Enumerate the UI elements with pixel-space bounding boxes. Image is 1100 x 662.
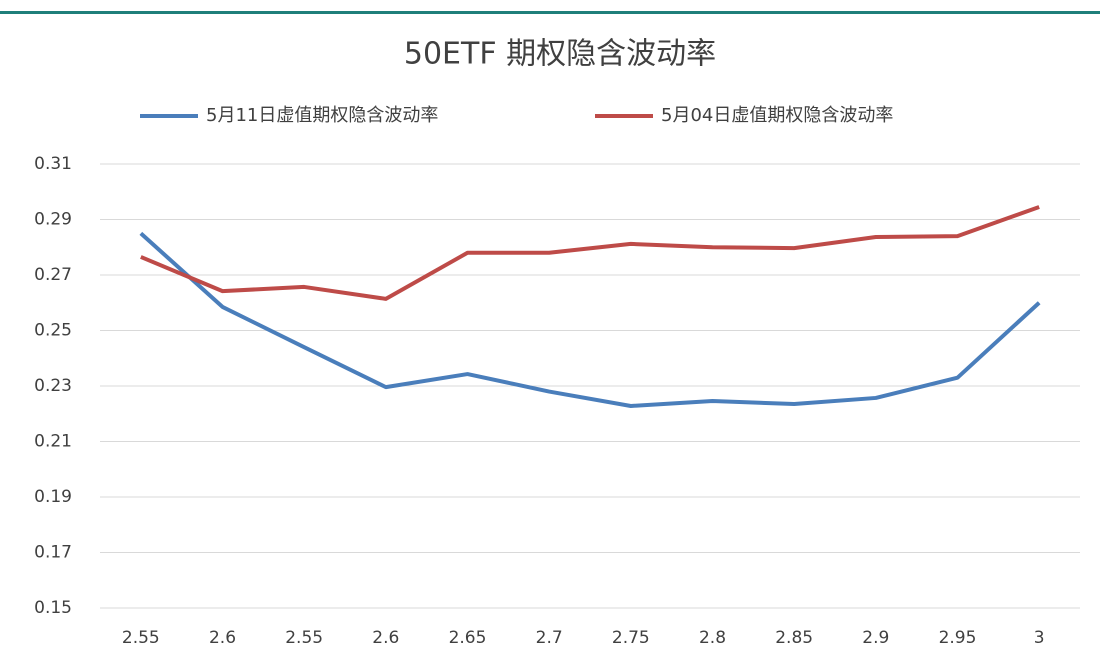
series-line [139,231,1041,408]
y-tick-label: 0.19 [34,487,72,507]
x-tick-label: 2.8 [699,628,726,648]
x-tick-label: 2.9 [862,628,889,648]
chart-title: 50ETF 期权隐含波动率 [404,37,716,72]
x-tick-label: 2.7 [536,628,563,648]
y-tick-label: 0.21 [34,432,72,452]
x-tick-label: 2.75 [612,628,650,648]
y-tick-label: 0.31 [34,154,72,174]
legend-label: 5月04日虚值期权隐含波动率 [661,105,893,126]
x-tick-label: 2.55 [285,628,323,648]
x-tick-label: 3 [1034,628,1045,648]
x-tick-label: 2.6 [372,628,399,648]
y-tick-label: 0.15 [34,598,72,618]
y-tick-label: 0.23 [34,376,72,396]
series-line [140,205,1040,301]
y-tick-label: 0.17 [34,543,72,563]
x-tick-label: 2.65 [449,628,487,648]
x-tick-label: 2.85 [775,628,813,648]
legend-label: 5月11日虚值期权隐含波动率 [206,105,438,126]
y-tick-label: 0.27 [34,265,72,285]
y-tick-label: 0.25 [34,321,72,341]
x-tick-label: 2.6 [209,628,236,648]
top-border [0,11,1100,14]
x-tick-label: 2.55 [122,628,160,648]
x-tick-label: 2.95 [939,628,977,648]
y-tick-label: 0.29 [34,210,72,230]
